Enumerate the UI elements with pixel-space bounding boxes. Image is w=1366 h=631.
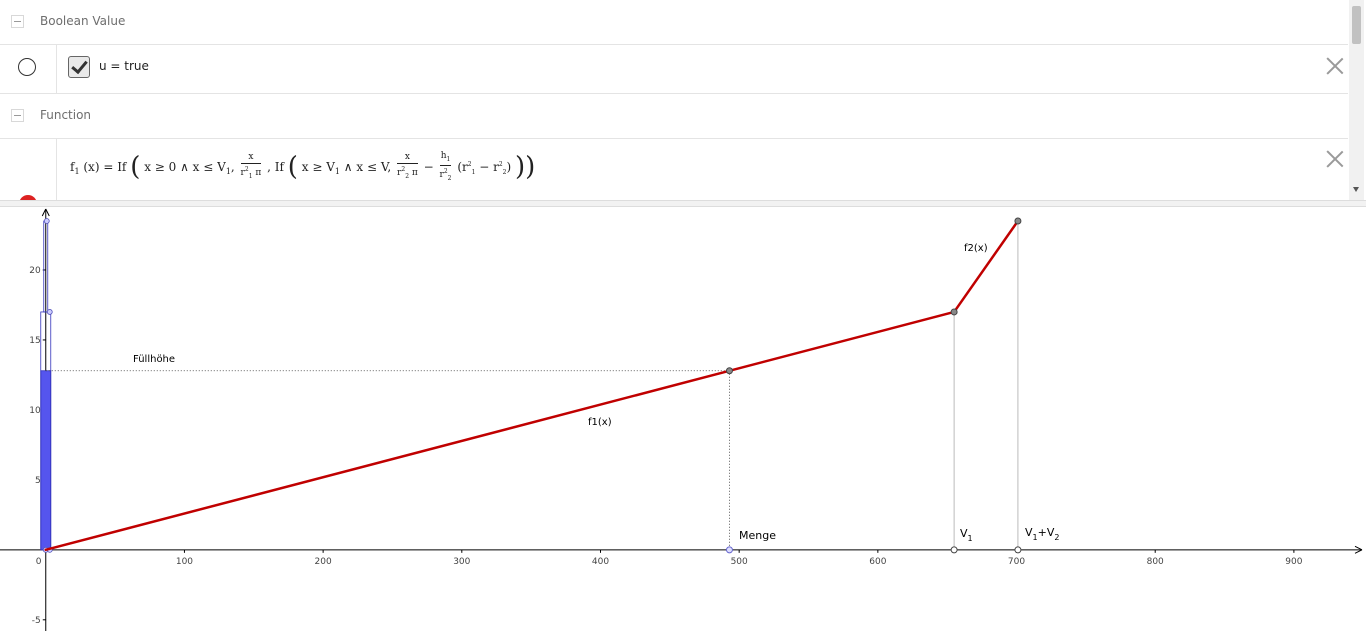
y-tick-label: 15: [29, 336, 40, 346]
scrollbar-thumb[interactable]: [1352, 6, 1361, 44]
function-f1-definition[interactable]: f1 (x) = If ( x ≥ 0 ∧ x ≤ V1, x r21 π , I…: [70, 151, 536, 182]
function-curve-2[interactable]: [952, 219, 1020, 314]
algebra-view: Boolean Value u = true Function f1 (x) =…: [0, 0, 1366, 200]
axes: [0, 208, 1363, 631]
x-tick-label: 0: [36, 557, 42, 567]
label-v1: V1: [960, 527, 973, 543]
delete-boolean-close-icon[interactable]: [1326, 57, 1344, 75]
function-curves[interactable]: [44, 219, 1020, 552]
collapse-icon[interactable]: [11, 109, 24, 122]
y-tick-label: 10: [29, 406, 41, 416]
guide-lines: [45, 220, 1019, 550]
x-tick-label: 400: [592, 557, 609, 567]
label-fuellhoehe: Füllhöhe: [133, 354, 175, 365]
x-tick-label: 700: [1008, 557, 1025, 567]
container-corner-point: [43, 218, 50, 224]
graphics-view[interactable]: 0 100 200 300 400 500 600 700 800 900 -5 5 10 15 20 Fü…: [0, 207, 1366, 631]
boolean-checkbox[interactable]: [68, 56, 90, 78]
y-tick-label: 5: [35, 476, 41, 486]
label-f1: f1(x): [588, 417, 612, 428]
collapse-icon[interactable]: [11, 15, 24, 28]
labels: Füllhöhe f1(x) f2(x) Menge V1 V1+V2: [133, 243, 1059, 543]
x-axis-arrow-icon: [1354, 545, 1363, 554]
x-tick-label: 200: [315, 557, 332, 567]
point-v1[interactable]: [950, 546, 958, 554]
group-header-function[interactable]: Function: [0, 94, 1348, 139]
x-tick-label: 600: [869, 557, 886, 567]
label-f2: f2(x): [964, 243, 988, 254]
point-v1v2-top[interactable]: [1014, 217, 1022, 225]
function-curve-1[interactable]: [44, 310, 956, 552]
y-tick-label: -5: [32, 616, 41, 626]
algebra-item-boolean[interactable]: [0, 45, 1348, 94]
y-tick-label: 20: [29, 266, 41, 276]
delete-function-close-icon[interactable]: [1326, 150, 1344, 168]
graphics-canvas[interactable]: 0 100 200 300 400 500 600 700 800 900 -5 5 10 15 20 Fü…: [0, 207, 1366, 631]
x-tick-label: 500: [731, 557, 748, 567]
visibility-marble-icon[interactable]: [18, 58, 36, 76]
point-menge[interactable]: [725, 546, 733, 554]
scroll-down-arrow-icon[interactable]: [1353, 187, 1359, 192]
group-label-function: Function: [40, 108, 92, 122]
fill-level-bar: [40, 370, 52, 551]
x-tick-label: 100: [176, 557, 193, 567]
label-menge: Menge: [739, 529, 776, 542]
point-v1v2[interactable]: [1014, 546, 1022, 554]
point-on-f1[interactable]: [725, 367, 733, 375]
points[interactable]: [725, 217, 1022, 554]
x-tick-label: 300: [453, 557, 470, 567]
boolean-definition[interactable]: u = true: [99, 59, 149, 73]
y-axis-arrow-icon: [41, 208, 50, 217]
point-v1-top[interactable]: [950, 308, 958, 316]
marble-column: [0, 45, 57, 93]
label-v1-plus-v2: V1+V2: [1025, 526, 1059, 542]
x-tick-label: 800: [1147, 557, 1164, 567]
group-label-boolean: Boolean Value: [40, 14, 126, 28]
algebra-scrollbar[interactable]: [1349, 0, 1364, 200]
x-tick-label: 900: [1285, 557, 1302, 567]
algebra-item-function[interactable]: [0, 139, 1348, 200]
view-splitter[interactable]: [0, 200, 1366, 207]
marble-column: [0, 139, 57, 200]
container-corner-point: [46, 309, 53, 315]
container-visual: [40, 218, 53, 553]
function-visibility-marble-icon[interactable]: [19, 195, 37, 200]
axis-ticks: 0 100 200 300 400 500 600 700 800 900 -5 5 10 15 20: [29, 266, 1302, 626]
group-header-boolean[interactable]: Boolean Value: [0, 0, 1348, 45]
